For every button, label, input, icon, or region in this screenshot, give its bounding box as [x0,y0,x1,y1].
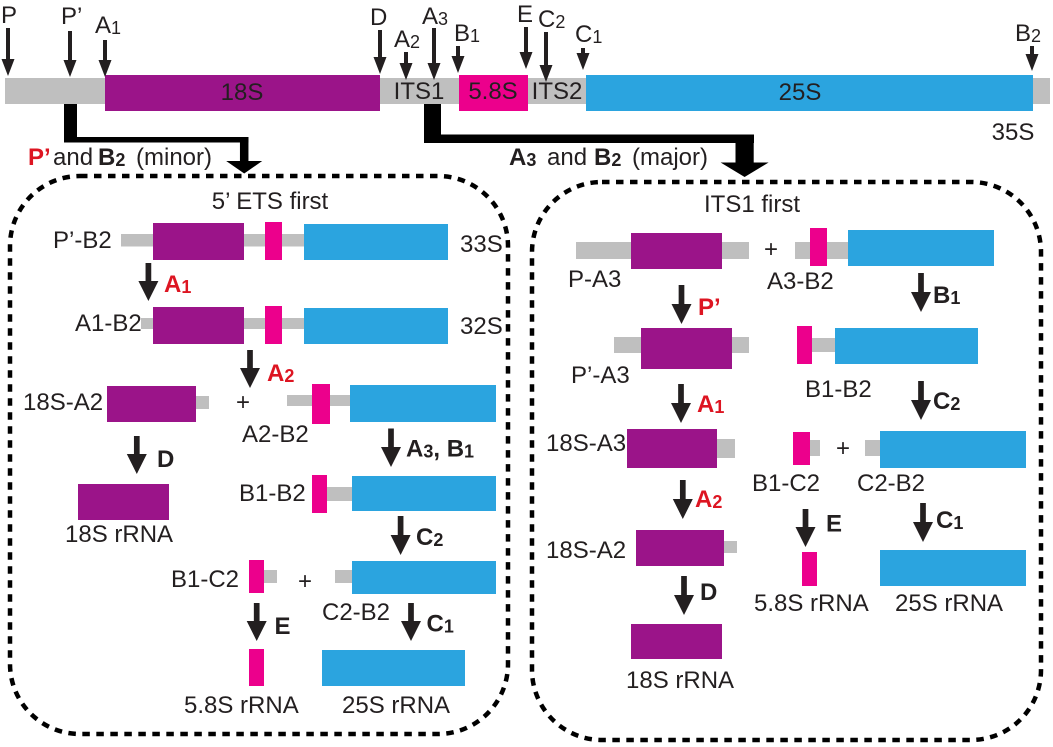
svg-text:A3: A3 [509,144,536,171]
svg-text:and: and [547,144,587,171]
svg-text:25S rRNA: 25S rRNA [895,590,1003,617]
svg-text:C1: C1 [936,507,963,534]
svg-text:18S-A3: 18S-A3 [546,430,626,457]
svg-text:5.8S rRNA: 5.8S rRNA [754,590,869,617]
svg-text:P’-B2: P’-B2 [53,227,112,254]
svg-text:A1: A1 [164,271,191,298]
svg-text:18S rRNA: 18S rRNA [65,521,173,548]
svg-text:(major): (major) [632,144,708,171]
svg-text:5.8S rRNA: 5.8S rRNA [184,692,299,719]
svg-text:E: E [826,511,842,538]
svg-text:D: D [157,446,174,473]
svg-text:+: + [764,236,778,263]
svg-text:18S rRNA: 18S rRNA [626,667,734,694]
svg-text:5.8S: 5.8S [468,78,517,105]
svg-text:B1: B1 [933,282,960,309]
svg-text:B1: B1 [454,20,480,47]
svg-text:+: + [236,389,250,416]
svg-text:E: E [275,613,291,640]
svg-text:C1: C1 [575,21,602,48]
svg-text:+: + [298,568,312,595]
svg-text:and: and [53,144,93,171]
svg-text:B2: B2 [594,144,621,171]
svg-text:A1-B2: A1-B2 [75,310,142,337]
svg-text:A1: A1 [95,12,121,39]
svg-text:P’-A3: P’-A3 [571,362,630,389]
svg-text:18S: 18S [221,79,264,106]
svg-text:(minor): (minor) [136,144,212,171]
svg-text:A2: A2 [695,486,722,513]
svg-text:A3: A3 [422,3,448,30]
svg-text:C1: C1 [427,611,454,638]
svg-text:B2: B2 [98,144,125,171]
svg-text:C2-B2: C2-B2 [857,470,925,497]
svg-text:25S: 25S [779,79,822,106]
svg-text:P-A3: P-A3 [568,266,621,293]
svg-text:B1-C2: B1-C2 [171,566,239,593]
svg-text:ITS1 first: ITS1 first [704,191,800,218]
svg-text:C2: C2 [538,6,565,33]
svg-text:D: D [700,579,717,606]
svg-text:P: P [1,2,17,29]
svg-text:+: + [836,435,850,462]
svg-text:C2: C2 [416,524,443,551]
svg-text:A2: A2 [394,26,420,53]
svg-text:B1-B2: B1-B2 [239,480,306,507]
svg-text:E: E [517,1,533,28]
svg-text:35S: 35S [992,119,1035,146]
svg-text:B1-B2: B1-B2 [805,376,872,403]
svg-text:B2: B2 [1015,20,1041,47]
svg-text:D: D [370,4,387,31]
svg-text:A3-B2: A3-B2 [767,268,834,295]
svg-text:ITS1: ITS1 [394,78,445,105]
svg-text:18S-A2: 18S-A2 [546,537,626,564]
svg-text:P’: P’ [698,294,721,321]
svg-text:32S: 32S [460,313,503,340]
svg-text:P’: P’ [61,3,82,30]
svg-text:A3, B1: A3, B1 [406,436,474,463]
svg-text:A1: A1 [697,391,724,418]
svg-text:C2: C2 [933,388,960,415]
svg-text:C2-B2: C2-B2 [322,599,390,626]
svg-text:18S-A2: 18S-A2 [23,389,103,416]
svg-text:25S rRNA: 25S rRNA [342,692,450,719]
svg-text:5’ ETS first: 5’ ETS first [212,188,329,215]
svg-text:A2-B2: A2-B2 [242,421,309,448]
svg-text:33S: 33S [460,231,503,258]
svg-text:ITS2: ITS2 [532,78,583,105]
svg-text:P’: P’ [28,144,51,171]
svg-text:B1-C2: B1-C2 [752,470,820,497]
svg-text:A2: A2 [267,360,294,387]
